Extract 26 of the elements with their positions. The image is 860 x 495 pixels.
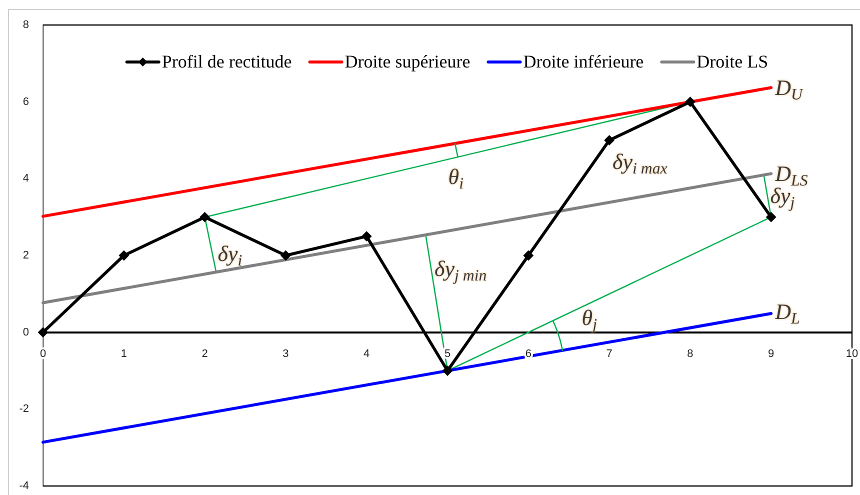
legend-label: Droite LS bbox=[696, 52, 768, 72]
annotation: δy$_{j min}$ bbox=[434, 256, 487, 285]
x-tick-label: 8 bbox=[687, 348, 694, 360]
annotation: θ$_{j}$ bbox=[582, 304, 597, 334]
legend-label: Profil de rectitude bbox=[162, 52, 292, 72]
y-tick-label: -4 bbox=[19, 480, 29, 492]
x-tick-label: 4 bbox=[364, 348, 370, 360]
x-tick-label: 2 bbox=[202, 348, 208, 360]
y-tick-label: 6 bbox=[22, 96, 29, 108]
x-tick-label: 3 bbox=[282, 348, 289, 360]
x-tick-label: 9 bbox=[768, 348, 774, 360]
x-tick-label: 5 bbox=[444, 348, 451, 360]
x-tick-label: 1 bbox=[120, 348, 127, 360]
y-tick-label: 8 bbox=[22, 19, 29, 32]
legend-label: Droite inférieure bbox=[523, 52, 644, 72]
annotation: D$_{L}$ bbox=[775, 299, 800, 328]
annotation: δy$_{i}$ bbox=[218, 240, 242, 270]
legend-label: Droite supérieure bbox=[344, 52, 470, 72]
y-tick-label: 4 bbox=[22, 172, 29, 185]
y-tick-label: 2 bbox=[22, 250, 29, 262]
x-tick-label: 7 bbox=[606, 348, 612, 360]
y-tick-label: -2 bbox=[19, 403, 29, 416]
y-tick-label: 0 bbox=[22, 326, 29, 338]
annotation: D$_{U}$ bbox=[775, 74, 802, 104]
annotation: θ$_{i}$ bbox=[448, 164, 464, 192]
annotation: δy$_{i max}$ bbox=[612, 148, 668, 178]
